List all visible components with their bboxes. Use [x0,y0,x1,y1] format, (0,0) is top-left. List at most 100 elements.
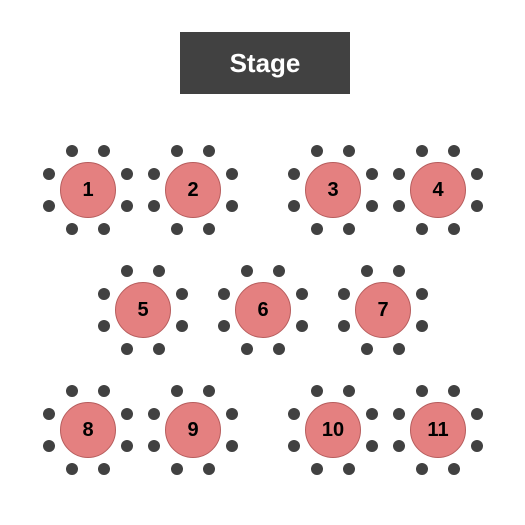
table-label: 1 [82,179,93,202]
seat-dot [343,385,355,397]
seat-dot [338,320,350,332]
seat-dot [393,440,405,452]
seat-dot [416,320,428,332]
seat-dot [153,265,165,277]
seat-dot [153,343,165,355]
seat-dot [416,385,428,397]
seat-dot [148,168,160,180]
table-7[interactable]: 7 [335,262,431,358]
seat-dot [366,200,378,212]
seat-dot [121,408,133,420]
table-circle: 8 [60,402,116,458]
table-11[interactable]: 11 [390,382,486,478]
seat-dot [448,145,460,157]
table-circle: 4 [410,162,466,218]
table-9[interactable]: 9 [145,382,241,478]
seat-dot [366,168,378,180]
table-circle: 1 [60,162,116,218]
seat-dot [226,440,238,452]
seating-chart: Stage 1 2 3 4 5 6 7 8 9 10 11 [0,0,525,525]
seat-dot [218,288,230,300]
seat-dot [296,288,308,300]
seat-dot [288,200,300,212]
seat-dot [121,343,133,355]
seat-dot [338,288,350,300]
seat-dot [203,223,215,235]
seat-dot [288,168,300,180]
seat-dot [218,320,230,332]
table-5[interactable]: 5 [95,262,191,358]
seat-dot [273,265,285,277]
seat-dot [311,463,323,475]
seat-dot [343,145,355,157]
seat-dot [366,440,378,452]
seat-dot [121,168,133,180]
table-circle: 6 [235,282,291,338]
seat-dot [171,145,183,157]
table-4[interactable]: 4 [390,142,486,238]
seat-dot [361,343,373,355]
seat-dot [176,320,188,332]
seat-dot [393,200,405,212]
seat-dot [311,385,323,397]
table-8[interactable]: 8 [40,382,136,478]
seat-dot [471,200,483,212]
seat-dot [311,223,323,235]
seat-dot [361,265,373,277]
stage-label: Stage [230,48,301,79]
seat-dot [66,223,78,235]
seat-dot [226,168,238,180]
table-label: 7 [377,299,388,322]
seat-dot [66,145,78,157]
seat-dot [471,168,483,180]
table-label: 6 [257,299,268,322]
seat-dot [43,200,55,212]
seat-dot [171,463,183,475]
seat-dot [176,288,188,300]
table-circle: 5 [115,282,171,338]
table-circle: 7 [355,282,411,338]
stage: Stage [180,32,350,94]
seat-dot [366,408,378,420]
table-label: 5 [137,299,148,322]
table-label: 8 [82,419,93,442]
seat-dot [98,385,110,397]
seat-dot [66,463,78,475]
seat-dot [121,265,133,277]
table-6[interactable]: 6 [215,262,311,358]
seat-dot [203,385,215,397]
seat-dot [203,145,215,157]
seat-dot [98,145,110,157]
seat-dot [66,385,78,397]
table-10[interactable]: 10 [285,382,381,478]
seat-dot [98,288,110,300]
table-label: 9 [187,419,198,442]
seat-dot [148,440,160,452]
seat-dot [43,440,55,452]
seat-dot [311,145,323,157]
seat-dot [393,265,405,277]
seat-dot [416,145,428,157]
table-label: 2 [187,179,198,202]
seat-dot [241,343,253,355]
seat-dot [43,168,55,180]
seat-dot [393,168,405,180]
table-label: 10 [322,419,344,442]
seat-dot [448,385,460,397]
seat-dot [98,463,110,475]
seat-dot [273,343,285,355]
table-1[interactable]: 1 [40,142,136,238]
seat-dot [121,200,133,212]
table-2[interactable]: 2 [145,142,241,238]
table-circle: 3 [305,162,361,218]
seat-dot [416,223,428,235]
seat-dot [416,463,428,475]
seat-dot [98,223,110,235]
seat-dot [171,223,183,235]
table-label: 3 [327,179,338,202]
seat-dot [416,288,428,300]
seat-dot [171,385,183,397]
seat-dot [393,343,405,355]
seat-dot [98,320,110,332]
table-3[interactable]: 3 [285,142,381,238]
